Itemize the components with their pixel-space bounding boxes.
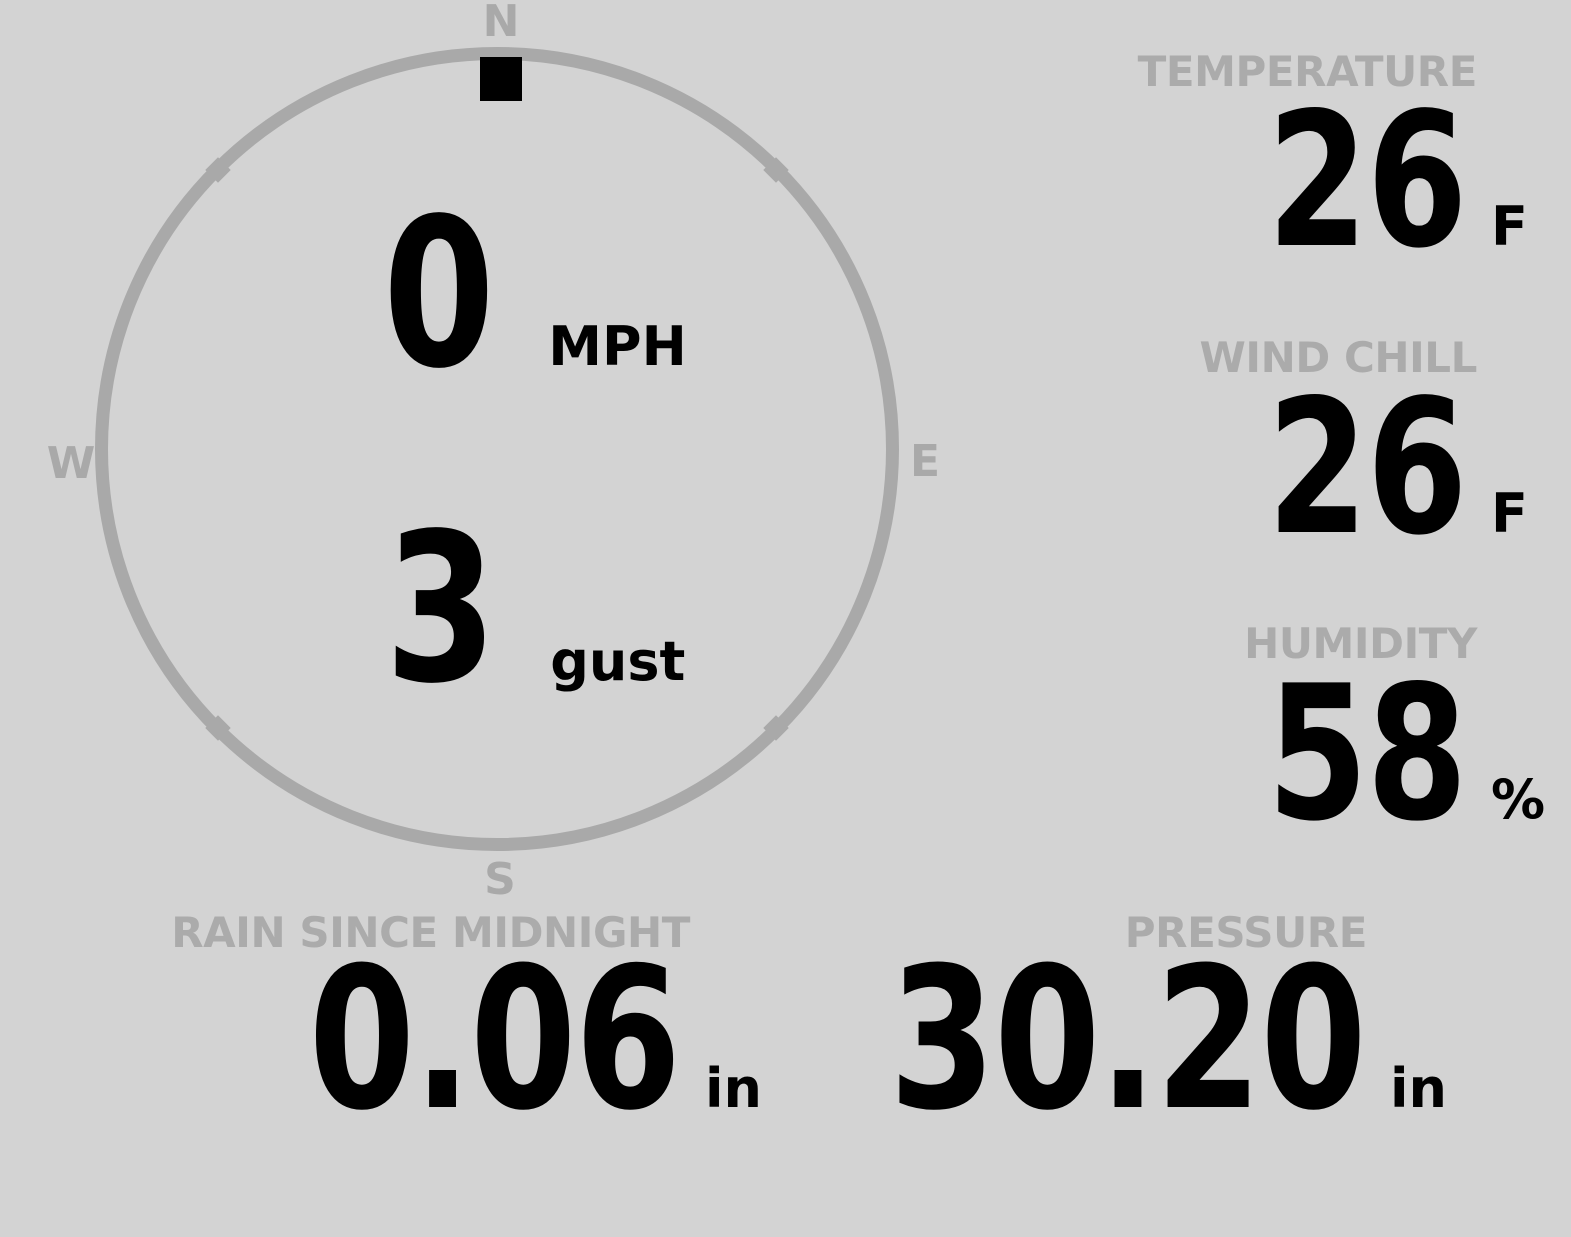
- rain-since-midnight-unit: in: [705, 1057, 762, 1120]
- temperature-unit: F: [1491, 195, 1528, 258]
- humidity-unit: %: [1491, 768, 1546, 831]
- wind-speed-value: 0: [383, 174, 495, 414]
- compass-label-north: N: [482, 0, 520, 47]
- temperature-reading: 26 F: [936, 88, 1571, 274]
- wind-gust-value: 3: [385, 489, 497, 729]
- humidity-reading: 58 %: [936, 661, 1571, 847]
- pressure-label: PRESSURE: [1124, 908, 1368, 957]
- humidity-label: HUMIDITY: [1244, 619, 1477, 668]
- rain-since-midnight-reading: 0.06 in: [150, 942, 790, 1138]
- temperature-label: TEMPERATURE: [1137, 47, 1478, 96]
- wind-chill-unit: F: [1491, 482, 1528, 545]
- pressure-reading: 30.20 in: [807, 942, 1447, 1138]
- compass-label-east: E: [909, 436, 941, 487]
- wind-speed-reading: 0 MPH: [383, 191, 687, 397]
- pressure-unit: in: [1390, 1057, 1447, 1120]
- humidity-value: 58: [1267, 645, 1467, 862]
- wind-chill-label: WIND CHILL: [1199, 333, 1477, 382]
- wind-direction-marker: [480, 57, 522, 101]
- temperature-value: 26: [1267, 72, 1467, 289]
- rain-since-midnight-value: 0.06: [308, 926, 682, 1154]
- wind-speed-unit: MPH: [548, 315, 687, 378]
- wind-chill-value: 26: [1267, 359, 1467, 576]
- compass-label-south: S: [484, 854, 516, 905]
- wind-gust-reading: 3 gust: [385, 506, 685, 712]
- compass-label-west: W: [46, 438, 96, 489]
- wind-chill-reading: 26 F: [936, 375, 1571, 561]
- wind-gust-unit: gust: [550, 630, 686, 693]
- pressure-value: 30.20: [889, 926, 1366, 1154]
- rain-since-midnight-label: RAIN SINCE MIDNIGHT: [171, 908, 690, 957]
